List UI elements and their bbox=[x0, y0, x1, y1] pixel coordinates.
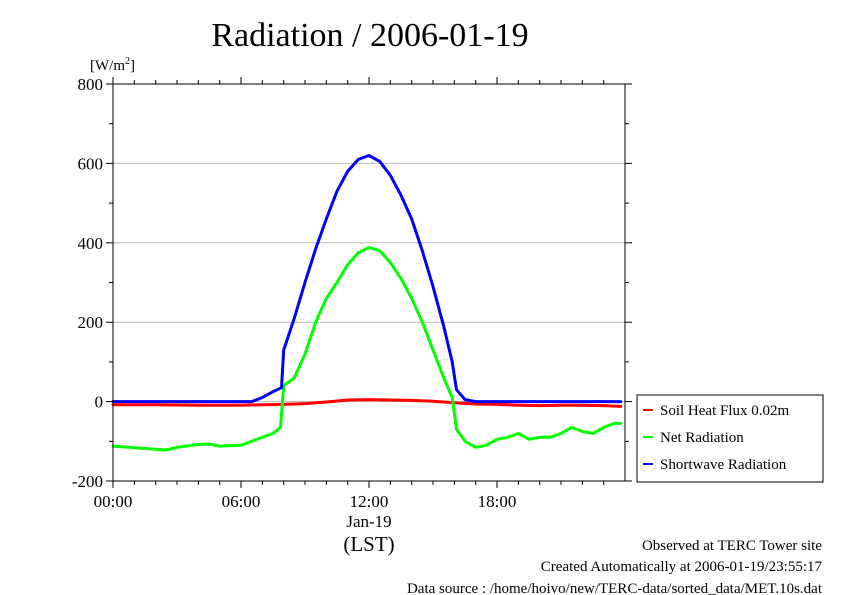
x-tick-label: 12:00 bbox=[350, 492, 389, 511]
y-tick-labels: -200 0 200 400 600 800 bbox=[72, 75, 103, 491]
y-tick-label: 400 bbox=[78, 234, 104, 253]
chart-title: Radiation / 2006-01-19 bbox=[211, 17, 528, 54]
y-tick-label: -200 bbox=[72, 472, 103, 491]
x-tick-label: 06:00 bbox=[222, 492, 261, 511]
y-tick-label: 0 bbox=[95, 393, 104, 412]
y-tick-label: 600 bbox=[78, 154, 104, 173]
legend-label-1: Net Radiation bbox=[660, 430, 744, 446]
series-line-2 bbox=[111, 154, 623, 404]
footer-observed: Observed at TERC Tower site bbox=[642, 538, 822, 554]
x-tick-label: 18:00 bbox=[478, 492, 517, 511]
plot-frame bbox=[112, 83, 626, 482]
footer-created: Created Automatically at 2006-01-19/23:5… bbox=[541, 559, 823, 575]
legend-label-0: Soil Heat Flux 0.02m bbox=[660, 403, 790, 419]
y-tick-label: 200 bbox=[78, 313, 104, 332]
x-tick-label: 00:00 bbox=[94, 492, 133, 511]
legend-label-2: Shortwave Radiation bbox=[660, 457, 787, 473]
series-lines bbox=[111, 154, 623, 452]
footer-data-source: Data source : /home/hoivo/new/TERC-data/… bbox=[407, 581, 823, 595]
series-line-1 bbox=[111, 246, 623, 452]
grid-lines bbox=[113, 162, 625, 403]
x-date-label: Jan-19 bbox=[346, 512, 391, 531]
legend-box bbox=[636, 394, 824, 483]
x-tick-labels: 00:00 06:00 12:00 18:00 bbox=[94, 492, 517, 511]
x-axis-label: (LST) bbox=[343, 532, 394, 556]
axis-ticks bbox=[106, 77, 632, 488]
y-tick-label: 800 bbox=[78, 75, 104, 94]
legend: Soil Heat Flux 0.02m Net Radiation Shortwa… bbox=[636, 394, 824, 483]
series-line-0 bbox=[111, 398, 623, 408]
y-axis-unit: [W/m2] bbox=[90, 56, 135, 74]
